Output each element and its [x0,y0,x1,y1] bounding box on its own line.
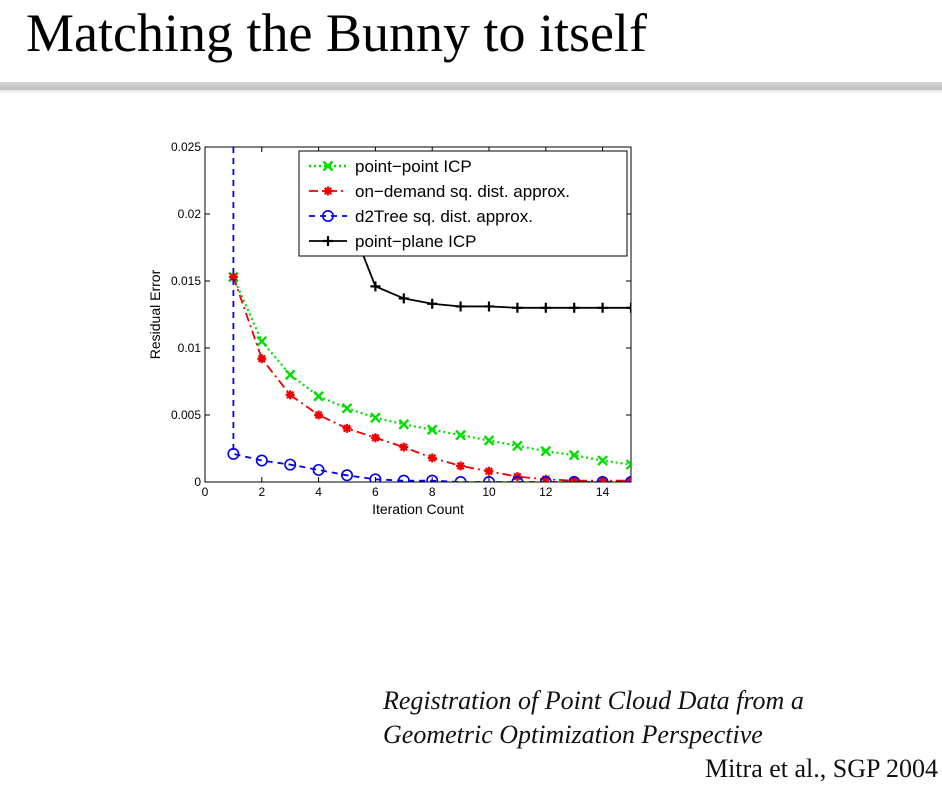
y-tick-label: 0.015 [171,274,201,288]
title-divider-shadow [0,90,942,94]
data-point [255,454,268,467]
data-point [511,476,524,482]
legend-swatch-marker [321,210,334,223]
citation-line-1: Registration of Point Cloud Data from a [383,686,804,715]
data-point [597,455,608,466]
legend-label: point−point ICP [355,157,472,176]
legend-swatch-marker [322,160,334,172]
legend-swatch-marker [323,186,333,196]
x-axis-label: Iteration Count [372,501,464,517]
data-point [598,476,608,482]
data-point [227,447,240,460]
y-tick-label: 0.025 [171,140,201,154]
data-point [426,424,438,436]
data-point [398,419,410,430]
y-tick-label: 0 [194,475,201,489]
y-tick-label: 0.01 [178,341,202,355]
legend-item: d2Tree sq. dist. approx. [309,207,533,226]
data-point [370,412,381,424]
data-point [370,433,380,443]
data-point [512,302,523,313]
data-point [426,474,439,482]
x-tick-label: 4 [315,485,322,499]
y-axis-label: Residual Error [147,269,163,359]
data-point [313,390,324,402]
data-point [596,476,609,482]
data-point [483,435,495,446]
data-point [539,476,552,482]
data-point [540,445,552,457]
data-point [312,463,325,476]
data-point [399,442,409,452]
data-point [454,476,467,482]
citation-author: Mitra et al., SGP 2004 [704,754,938,783]
legend-label: point−plane ICP [355,232,476,251]
x-tick-label: 6 [372,485,379,499]
data-point [370,281,381,292]
data-point [285,390,295,400]
data-point [398,293,409,304]
data-point [484,301,494,312]
series-3 [360,249,631,313]
data-point [626,302,631,313]
slide-title: Matching the Bunny to itself [26,3,647,63]
data-point [625,459,631,470]
data-point [455,429,466,441]
data-point [369,473,382,482]
data-point [484,466,494,476]
data-point [340,469,353,482]
data-point [568,476,581,482]
plot-frame [204,146,632,483]
data-point [569,476,579,482]
legend: point−point ICP on−demand sq. dist. appro… [298,150,628,257]
data-point [568,449,580,461]
x-tick-label: 10 [482,485,496,499]
data-point [512,440,523,452]
data-point [314,410,324,420]
legend-item: point−plane ICP [309,232,476,251]
series-0 [228,271,631,470]
citation: Registration of Point Cloud Data from a … [383,684,804,752]
legend-item: point−point ICP [309,157,472,176]
legend-label: on−demand sq. dist. approx. [355,182,570,201]
data-point [569,302,580,313]
legend-item: on−demand sq. dist. approx. [309,182,570,201]
x-tick-label: 0 [202,485,209,499]
series-2 [227,147,631,482]
data-point [455,301,466,312]
data-point [228,272,238,282]
legend-label: d2Tree sq. dist. approx. [355,207,533,226]
legend-box [298,150,628,257]
plot-area [227,147,631,482]
data-point [284,458,297,471]
data-point [483,476,495,482]
data-point [625,476,631,482]
data-point [257,354,267,364]
data-point [597,302,608,313]
data-point [427,298,438,309]
data-point [456,461,466,471]
data-point [397,474,410,482]
data-point [256,335,268,347]
series-line [232,276,631,466]
x-tick-label: 8 [429,485,436,499]
data-point [284,369,296,381]
x-tick-label: 12 [539,485,553,499]
data-point [541,474,551,482]
data-point [341,402,353,414]
title-divider-bar [0,82,942,90]
data-point [342,423,352,433]
y-tick-label: 0.005 [171,408,201,422]
data-point [540,302,551,313]
y-tick-label: 0.02 [178,207,202,221]
citation-line-2: Geometric Optimization Perspective [383,720,763,749]
data-point [427,453,437,463]
x-tick-label: 14 [596,485,610,499]
x-tick-label: 2 [258,485,265,499]
legend-swatch-marker [323,236,333,246]
